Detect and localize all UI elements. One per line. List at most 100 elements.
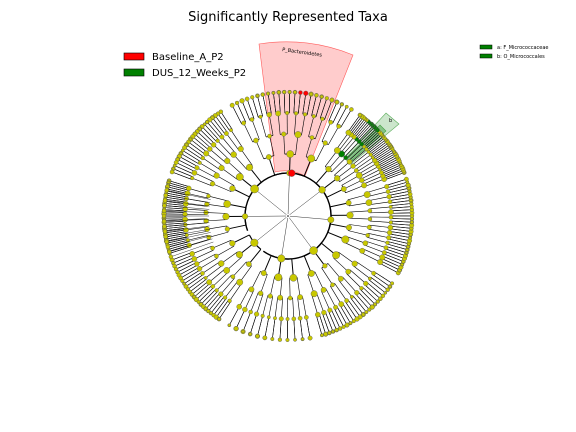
clade-node [223, 131, 229, 136]
branch-line [387, 181, 408, 189]
clade-node [254, 311, 260, 317]
branch-line [390, 220, 412, 223]
branch-line [185, 218, 207, 220]
branch-line [267, 93, 272, 115]
branch-line [314, 271, 324, 290]
branch-line [348, 146, 365, 161]
branch-line [333, 307, 344, 327]
clade-node [184, 190, 191, 197]
branch-line [167, 186, 188, 193]
branch-line [383, 253, 404, 262]
clade-node [270, 337, 275, 341]
branch-line [382, 255, 403, 265]
clade-node [370, 155, 375, 160]
clade-node [235, 251, 243, 259]
branch-line [334, 161, 350, 176]
clade-node [383, 291, 387, 295]
branch-line [360, 128, 377, 144]
branch-line [341, 175, 360, 186]
branch-line [389, 231, 411, 235]
branch-line [187, 193, 209, 199]
branch-line [332, 104, 343, 124]
clade-node [188, 137, 193, 141]
branch-line [201, 126, 217, 142]
branch-line [254, 188, 287, 215]
branch-line [187, 235, 209, 241]
branch-line [210, 296, 225, 314]
clade-node [333, 304, 339, 310]
branch-line [289, 217, 314, 251]
branch-line [384, 251, 405, 259]
branch-line [165, 233, 187, 238]
branch-line [283, 134, 286, 155]
clade-node [384, 184, 390, 190]
clade-node [297, 315, 303, 321]
clade-node [381, 250, 387, 255]
clade-node [371, 270, 376, 276]
clade-node [297, 294, 303, 300]
branch-line [176, 162, 196, 172]
clade-node [190, 176, 195, 181]
branch-line [262, 94, 268, 116]
branch-line [338, 251, 355, 264]
clade-node [365, 199, 373, 206]
branch-line [164, 222, 186, 225]
branch-line [361, 169, 381, 180]
branch-line [206, 212, 227, 214]
clade-node [271, 91, 276, 95]
clade-node [210, 284, 216, 289]
branch-line [216, 175, 235, 186]
branch-line [322, 313, 330, 333]
branch-line [196, 253, 216, 265]
branch-line [350, 297, 364, 315]
branch-line [208, 294, 223, 312]
branch-line [306, 317, 311, 339]
branch-line [229, 306, 240, 326]
clade-node [322, 263, 328, 269]
branch-line [187, 276, 206, 290]
clade-node [180, 278, 185, 283]
branch-line [208, 195, 228, 202]
clade-node [163, 193, 168, 198]
branch-line [336, 106, 347, 126]
branch-line [227, 224, 247, 230]
branch-line [254, 217, 287, 243]
branch-line [369, 139, 386, 153]
clade-node [162, 198, 168, 203]
branch-line [169, 238, 213, 253]
branch-line [334, 283, 347, 301]
branch-line [374, 271, 393, 284]
clade-node [229, 102, 235, 108]
clade-node [361, 312, 366, 317]
branch-line [331, 309, 341, 329]
clade-node [253, 137, 259, 144]
clade-node [367, 208, 373, 214]
branch-line [345, 301, 358, 320]
clade-node [362, 240, 369, 246]
clade-node [241, 120, 247, 126]
clade-node [234, 100, 240, 106]
branch-line [268, 296, 273, 318]
clade-node [367, 276, 372, 281]
clade-node [318, 186, 326, 194]
clade-node [249, 117, 255, 122]
branch-line [166, 236, 188, 242]
branch-line [369, 201, 391, 205]
branch-line [311, 95, 317, 116]
clade-node [363, 280, 369, 287]
clade-node [348, 321, 353, 325]
clade-node [223, 267, 230, 274]
clade-node [302, 112, 308, 117]
branch-line [302, 93, 307, 115]
clade-node [315, 311, 321, 318]
branch-line [331, 157, 346, 173]
branch-line [194, 249, 214, 260]
branch-line [164, 210, 210, 213]
clade-node [183, 227, 189, 233]
branch-line [280, 297, 283, 319]
clade-node [191, 256, 198, 262]
clade-node [359, 286, 364, 291]
branch-line [296, 277, 301, 298]
clade-node [369, 304, 375, 310]
branch-line [316, 292, 325, 313]
